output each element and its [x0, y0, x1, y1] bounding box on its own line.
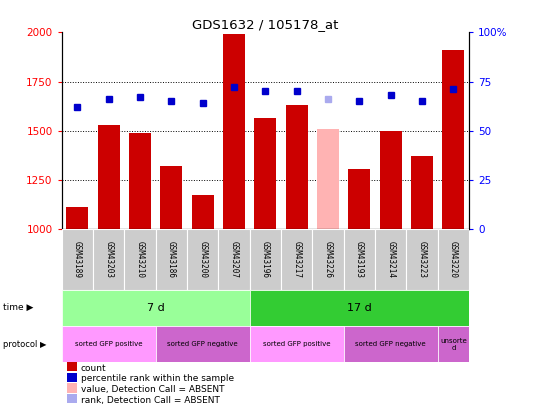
Bar: [223, 34, 245, 229]
Bar: [379, 130, 401, 229]
Bar: [286, 105, 308, 229]
Text: GSM43226: GSM43226: [324, 241, 332, 278]
Bar: [406, 229, 438, 290]
Text: 7 d: 7 d: [147, 303, 165, 313]
Text: percentile rank within the sample: percentile rank within the sample: [81, 374, 234, 384]
Text: sorted GFP negative: sorted GFP negative: [167, 341, 238, 347]
Bar: [250, 326, 344, 362]
Bar: [344, 229, 375, 290]
Bar: [250, 290, 469, 326]
Text: GSM43207: GSM43207: [229, 241, 239, 278]
Bar: [155, 229, 187, 290]
Bar: [62, 290, 250, 326]
Text: time ▶: time ▶: [3, 303, 33, 312]
Bar: [348, 169, 370, 229]
Text: GSM43200: GSM43200: [198, 241, 207, 278]
Text: unsorte
d: unsorte d: [440, 338, 467, 351]
Text: GSM43223: GSM43223: [418, 241, 427, 278]
Bar: [375, 229, 406, 290]
Bar: [442, 50, 464, 229]
Bar: [255, 118, 276, 229]
Text: sorted GFP positive: sorted GFP positive: [75, 341, 143, 347]
Text: protocol ▶: protocol ▶: [3, 340, 46, 349]
Bar: [124, 229, 155, 290]
Bar: [98, 125, 120, 229]
Text: GSM43217: GSM43217: [292, 241, 301, 278]
Bar: [218, 229, 250, 290]
Text: GSM43189: GSM43189: [73, 241, 82, 278]
Bar: [62, 229, 93, 290]
Title: GDS1632 / 105178_at: GDS1632 / 105178_at: [192, 18, 339, 31]
Text: GSM43196: GSM43196: [261, 241, 270, 278]
Bar: [438, 229, 469, 290]
Bar: [155, 326, 250, 362]
Bar: [192, 196, 214, 229]
Bar: [62, 326, 155, 362]
Text: GSM43210: GSM43210: [136, 241, 145, 278]
Text: 17 d: 17 d: [347, 303, 371, 313]
Bar: [187, 229, 218, 290]
Bar: [160, 166, 182, 229]
Bar: [93, 229, 124, 290]
Bar: [344, 326, 438, 362]
Text: GSM43214: GSM43214: [386, 241, 395, 278]
Bar: [250, 229, 281, 290]
Text: rank, Detection Call = ABSENT: rank, Detection Call = ABSENT: [81, 396, 220, 405]
Text: count: count: [81, 364, 107, 373]
Text: value, Detection Call = ABSENT: value, Detection Call = ABSENT: [81, 385, 225, 394]
Bar: [129, 132, 151, 229]
Text: GSM43220: GSM43220: [449, 241, 458, 278]
Bar: [317, 129, 339, 229]
Text: sorted GFP positive: sorted GFP positive: [263, 341, 330, 347]
Text: GSM43186: GSM43186: [167, 241, 176, 278]
Bar: [66, 207, 88, 229]
Text: GSM43203: GSM43203: [104, 241, 113, 278]
Text: GSM43193: GSM43193: [355, 241, 364, 278]
Bar: [281, 229, 312, 290]
Bar: [438, 326, 469, 362]
Bar: [411, 156, 433, 229]
Text: sorted GFP negative: sorted GFP negative: [355, 341, 426, 347]
Bar: [312, 229, 344, 290]
